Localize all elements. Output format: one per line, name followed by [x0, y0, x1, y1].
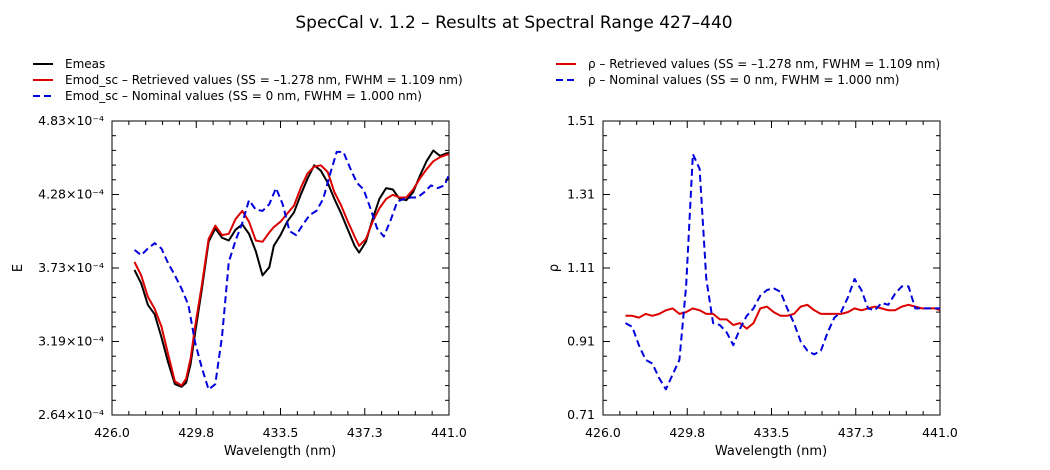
y-tick-label: 1.11	[567, 260, 595, 275]
y-tick-label: 4.83×10⁻⁴	[38, 113, 104, 128]
y-tick-label: 1.31	[567, 187, 595, 202]
legend-label-emeas: Emeas	[65, 57, 105, 71]
plot-frame	[602, 120, 941, 416]
x-tick-label: 441.0	[431, 425, 467, 440]
series-layer	[133, 149, 450, 391]
x-tick-label: 429.8	[178, 425, 214, 440]
y-tick-layer: 0.71 0.91 1.11 1.31 1.51	[567, 113, 940, 422]
y-tick-layer: 2.64×10⁻⁴ 3.19×10⁻⁴ 3.73×10⁻⁴ 4.28×10⁻⁴ 4.83…	[38, 113, 449, 422]
series-line-0	[133, 149, 449, 388]
x-tick-label: 433.5	[754, 425, 790, 440]
plot-reflectance: 426.0 429.8 433.5 437.3 441.0 0.71 0.91 1.11 1.…	[547, 113, 958, 459]
x-tick-label: 441.0	[922, 425, 958, 440]
x-tick-label: 437.3	[347, 425, 383, 440]
x-tick-label: 433.5	[263, 425, 299, 440]
plot-frame	[111, 120, 450, 416]
y-tick-label: 0.91	[567, 334, 595, 349]
series-line-1	[625, 153, 940, 391]
legend-left: Emeas Emod_sc – Retrieved values (SS = –…	[33, 57, 463, 103]
y-axis-label: ρ	[547, 264, 562, 272]
legend-label-emod-nominal: Emod_sc – Nominal values (SS = 0 nm, FWH…	[65, 89, 422, 103]
series-line-0	[625, 303, 941, 330]
x-tick-layer: 426.0 429.8 433.5 437.3 441.0	[585, 121, 958, 440]
series-line-2	[133, 150, 450, 391]
y-tick-label: 3.19×10⁻⁴	[38, 334, 104, 349]
x-axis-label: Wavelength (nm)	[715, 444, 827, 459]
series-line-1	[133, 153, 449, 387]
x-tick-label: 426.0	[94, 425, 130, 440]
legend-label-rho-retrieved: ρ – Retrieved values (SS = –1.278 nm, FW…	[588, 57, 940, 71]
legend-label-emod-retrieved: Emod_sc – Retrieved values (SS = –1.278 …	[65, 73, 463, 87]
plot-irradiance: 426.0 429.8 433.5 437.3 441.0 2.64×10⁻⁴ 3.19×…	[11, 113, 467, 459]
series-layer	[625, 153, 941, 391]
y-axis-label: E	[11, 264, 26, 272]
x-tick-layer: 426.0 429.8 433.5 437.3 441.0	[94, 121, 467, 440]
y-tick-label: 2.64×10⁻⁴	[38, 407, 104, 422]
x-tick-label: 429.8	[669, 425, 705, 440]
x-axis-label: Wavelength (nm)	[224, 444, 336, 459]
y-tick-label: 1.51	[567, 113, 595, 128]
y-tick-label: 4.28×10⁻⁴	[38, 187, 104, 202]
x-tick-label: 426.0	[585, 425, 621, 440]
legend-label-rho-nominal: ρ – Nominal values (SS = 0 nm, FWHM = 1.…	[588, 73, 899, 87]
y-tick-label: 0.71	[567, 407, 595, 422]
y-tick-label: 3.73×10⁻⁴	[38, 260, 104, 275]
chart-title: SpecCal v. 1.2 – Results at Spectral Ran…	[295, 13, 732, 33]
legend-right: ρ – Retrieved values (SS = –1.278 nm, FW…	[556, 57, 940, 87]
x-tick-label: 437.3	[838, 425, 874, 440]
